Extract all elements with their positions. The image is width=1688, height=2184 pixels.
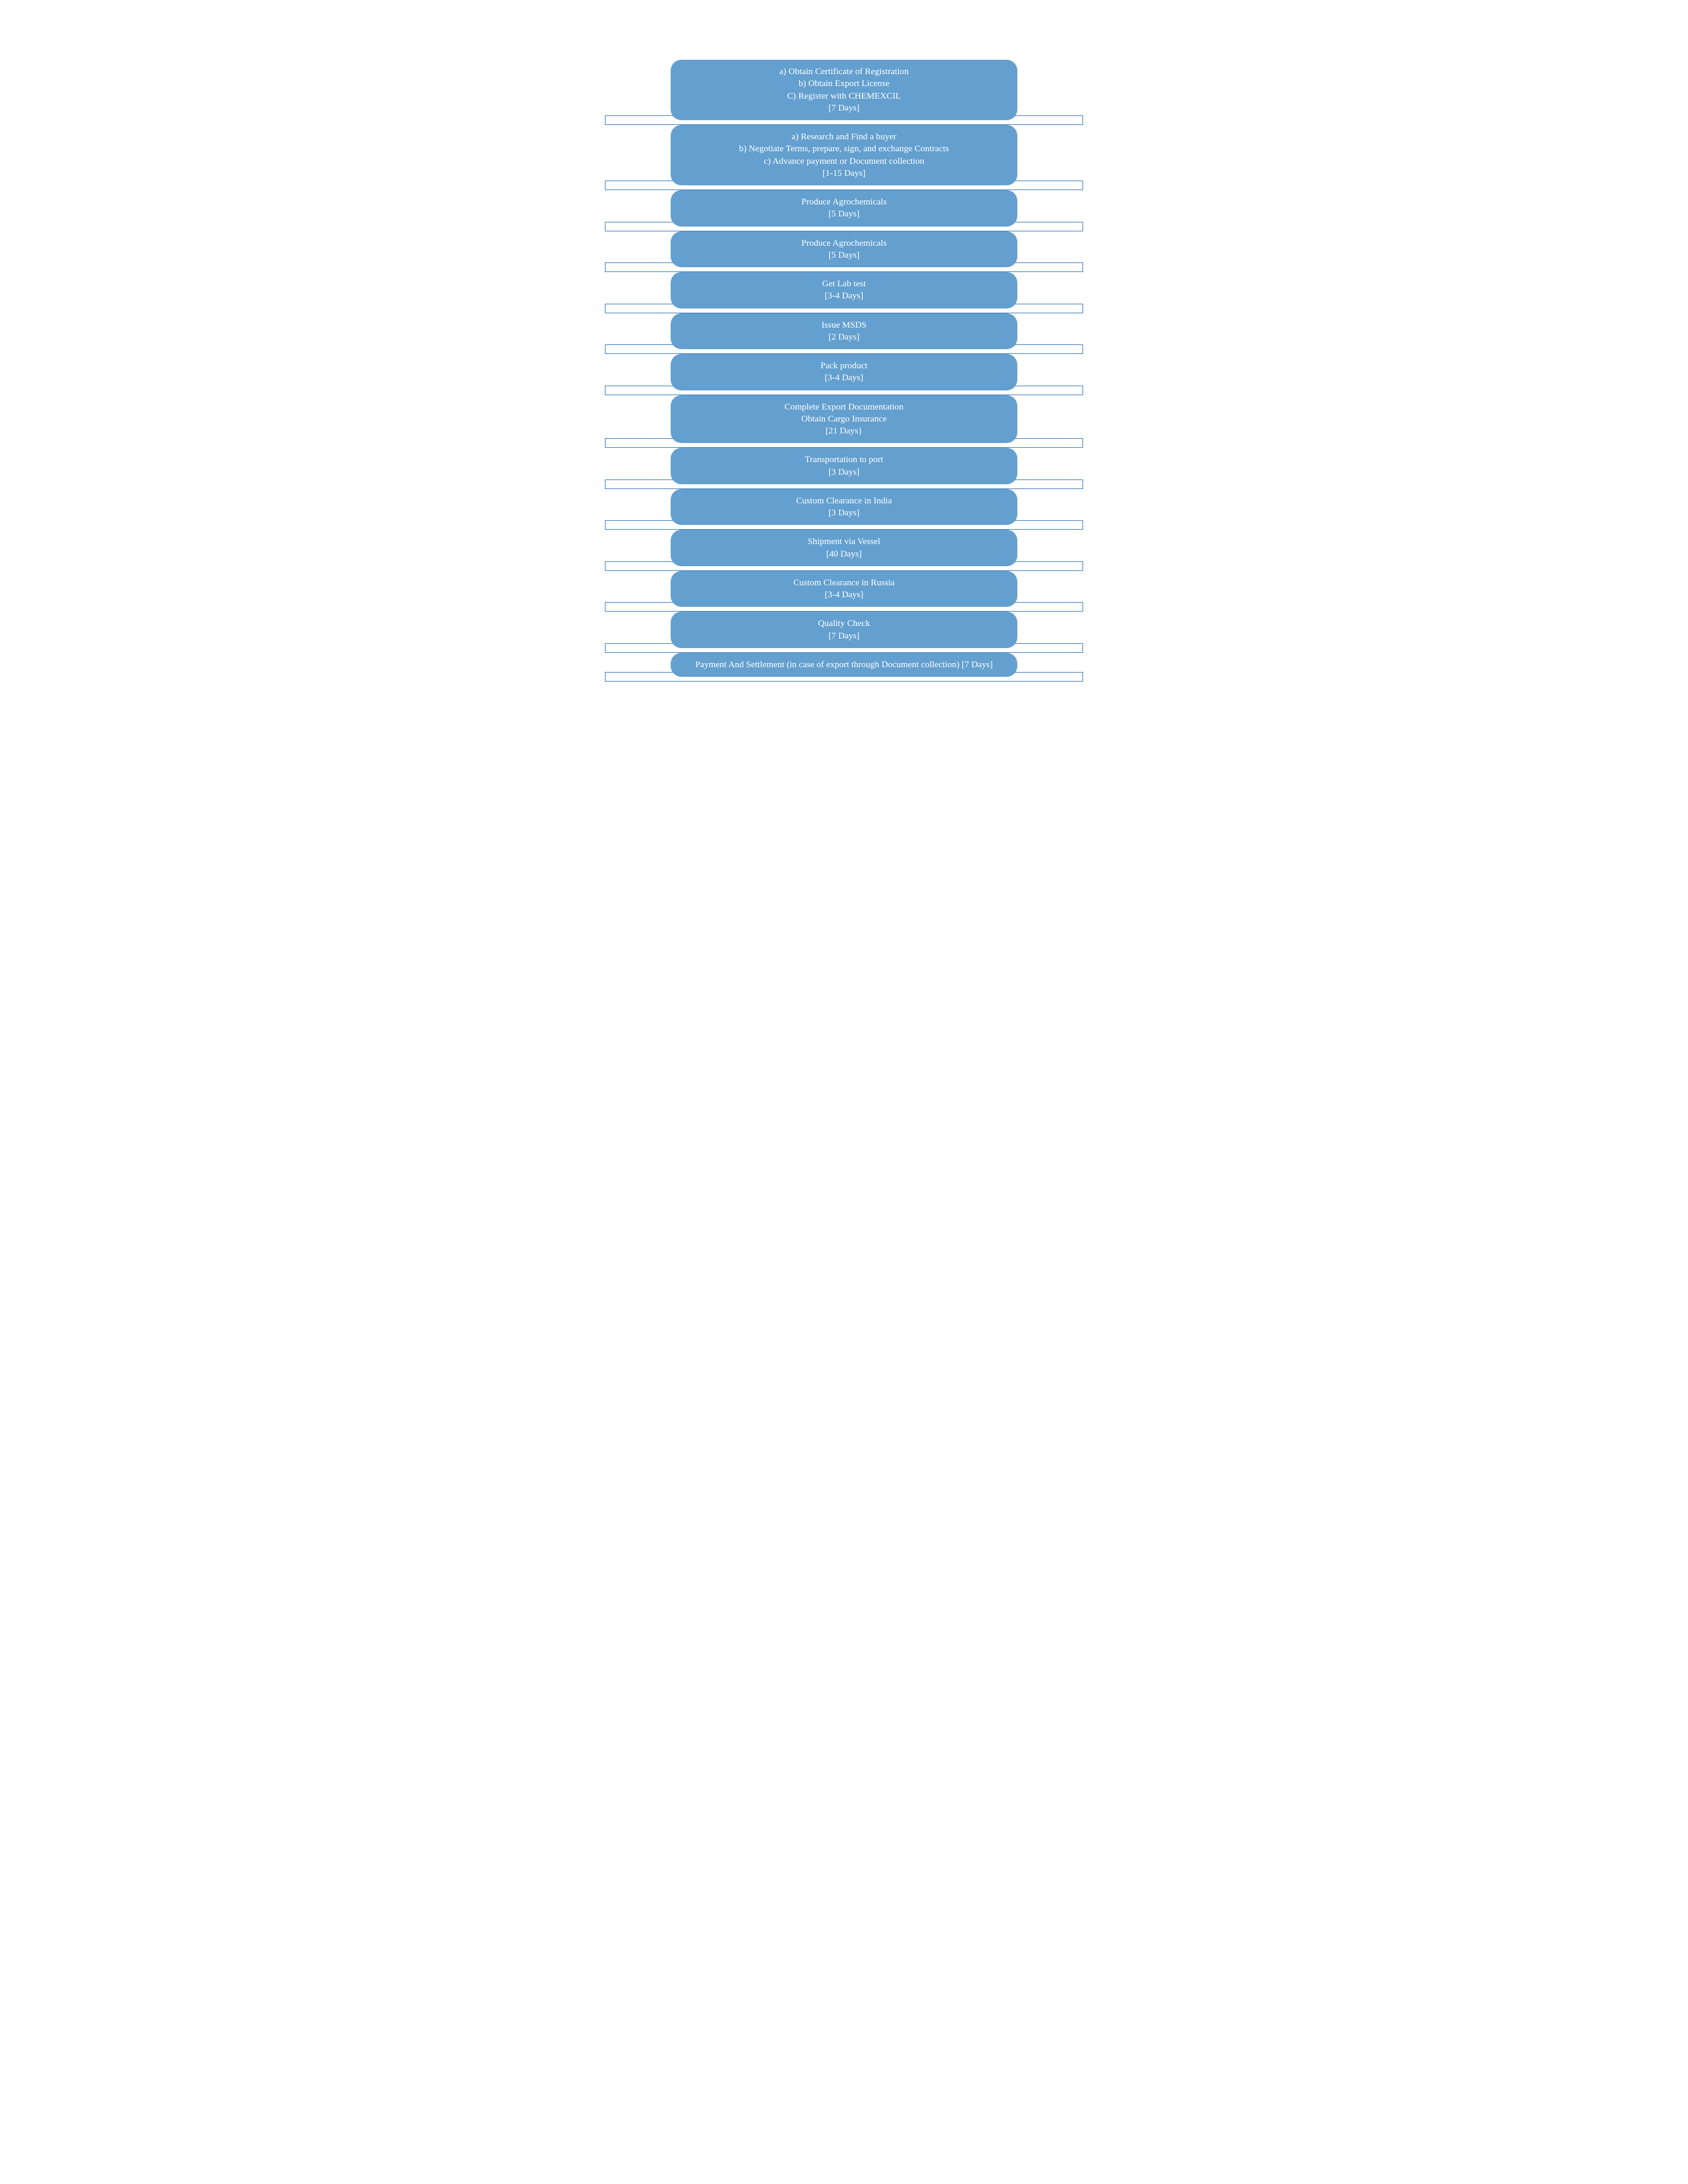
flow-box-line: b) Obtain Export License	[683, 78, 1005, 90]
flow-step-msds: Issue MSDS[2 Days]	[563, 313, 1125, 350]
flow-step-export-docs: Complete Export DocumentationObtain Carg…	[563, 395, 1125, 444]
flow-box-export-docs: Complete Export DocumentationObtain Carg…	[671, 395, 1017, 444]
flow-box-line: Custom Clearance in Russia	[683, 577, 1005, 589]
flow-box-line: [5 Days]	[683, 208, 1005, 220]
flow-box-line: Produce Agrochemicals	[683, 237, 1005, 249]
flow-step-shipment: Shipment via Vessel[40 Days]	[563, 530, 1125, 566]
flow-box-line: Complete Export Documentation	[683, 401, 1005, 413]
flow-box-line: [3 Days]	[683, 466, 1005, 478]
flow-box-line: [21 Days}	[683, 425, 1005, 437]
flow-box-produce-2: Produce Agrochemicals[5 Days]	[671, 231, 1017, 268]
flow-box-transport-port: Transportation to port[3 Days]	[671, 448, 1017, 484]
flow-box-customs-russia: Custom Clearance in Russia[3-4 Days]	[671, 571, 1017, 607]
flow-box-line: a) Research and Find a buyer	[683, 131, 1005, 143]
flow-box-line: C) Register with CHEMEXCIL	[683, 90, 1005, 102]
flow-box-msds: Issue MSDS[2 Days]	[671, 313, 1017, 350]
flow-box-find-buyer: a) Research and Find a buyerb) Negotiate…	[671, 125, 1017, 185]
flow-box-line: a) Obtain Certificate of Registration	[683, 66, 1005, 78]
flow-step-payment-settlement: Payment And Settlement (in case of expor…	[563, 653, 1125, 677]
flow-step-find-buyer: a) Research and Find a buyerb) Negotiate…	[563, 125, 1125, 185]
flow-box-line: Custom Clearance in India	[683, 495, 1005, 507]
flow-step-registration: a) Obtain Certificate of Registrationb) …	[563, 60, 1125, 120]
flow-box-line: Get Lab test	[683, 278, 1005, 290]
flow-box-line: [2 Days]	[683, 331, 1005, 343]
flow-box-line: b) Negotiate Terms, prepare, sign, and e…	[683, 143, 1005, 155]
flow-box-line: Payment And Settlement (in case of expor…	[683, 659, 1005, 671]
flow-step-pack: Pack product[3-4 Days]	[563, 354, 1125, 390]
flow-step-produce-1: Produce Agrochemicals[5 Days]	[563, 190, 1125, 227]
flow-box-line: [1-15 Days]	[683, 167, 1005, 179]
flow-box-line: [40 Days]	[683, 548, 1005, 560]
flow-box-line: Obtain Cargo Insurance	[683, 413, 1005, 425]
flow-box-payment-settlement: Payment And Settlement (in case of expor…	[671, 653, 1017, 677]
flowchart-page: a) Obtain Certificate of Registrationb) …	[563, 0, 1125, 705]
flow-box-produce-1: Produce Agrochemicals[5 Days]	[671, 190, 1017, 227]
flow-box-shipment: Shipment via Vessel[40 Days]	[671, 530, 1017, 566]
flow-step-customs-india: Custom Clearance in India[3 Days]	[563, 489, 1125, 526]
flow-box-line: Pack product	[683, 360, 1005, 372]
flow-box-line: [7 Days]	[683, 630, 1005, 642]
flow-step-lab-test: Get Lab test[3-4 Days]	[563, 272, 1125, 308]
flow-box-line: Transportation to port	[683, 454, 1005, 466]
flow-box-pack: Pack product[3-4 Days]	[671, 354, 1017, 390]
flow-step-quality-check: Quality Check[7 Days]	[563, 612, 1125, 648]
flow-box-line: Shipment via Vessel	[683, 536, 1005, 548]
flow-step-customs-russia: Custom Clearance in Russia[3-4 Days]	[563, 571, 1125, 607]
flow-box-lab-test: Get Lab test[3-4 Days]	[671, 272, 1017, 308]
flow-box-line: [3-4 Days]	[683, 290, 1005, 302]
flow-box-registration: a) Obtain Certificate of Registrationb) …	[671, 60, 1017, 120]
flow-box-line: [3-4 Days]	[683, 589, 1005, 601]
flow-box-line: Issue MSDS	[683, 319, 1005, 331]
flow-box-line: Produce Agrochemicals	[683, 196, 1005, 208]
flow-step-transport-port: Transportation to port[3 Days]	[563, 448, 1125, 484]
flow-step-produce-2: Produce Agrochemicals[5 Days]	[563, 231, 1125, 268]
flow-box-customs-india: Custom Clearance in India[3 Days]	[671, 489, 1017, 526]
flow-box-line: [7 Days]	[683, 102, 1005, 114]
flow-box-quality-check: Quality Check[7 Days]	[671, 612, 1017, 648]
flow-box-line: [3-4 Days]	[683, 372, 1005, 384]
flow-box-line: Quality Check	[683, 618, 1005, 630]
flow-box-line: [3 Days]	[683, 507, 1005, 519]
flow-box-line: [5 Days]	[683, 249, 1005, 261]
flow-box-line: c) Advance payment or Document collectio…	[683, 155, 1005, 167]
